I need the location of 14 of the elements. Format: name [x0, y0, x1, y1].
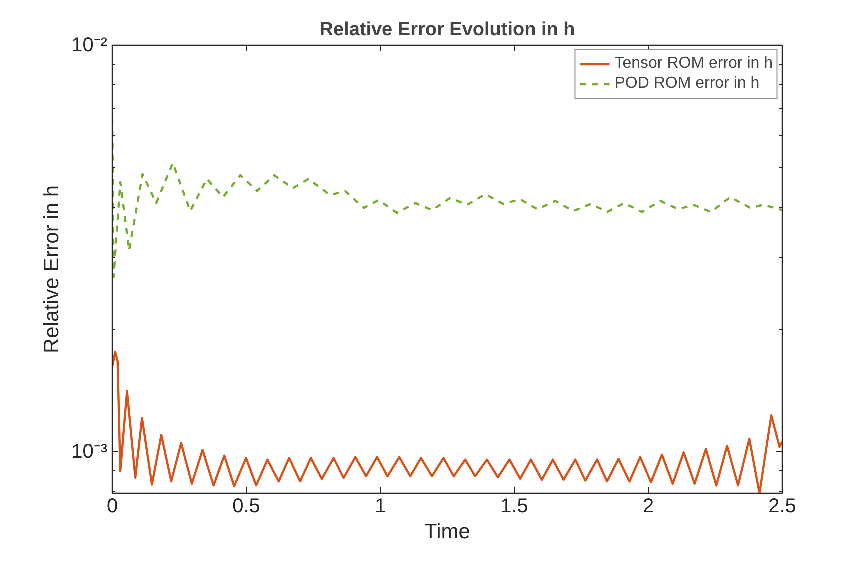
x-tick-label: 2 [642, 496, 654, 518]
x-tick-label: 0 [106, 496, 118, 518]
x-tick-label: 1 [374, 496, 386, 518]
x-tick-label: 1.5 [500, 496, 528, 518]
x-tick-label: 0.5 [232, 496, 260, 518]
y-axis-title: Relative Error in h [40, 185, 64, 354]
y-tick-label: 10⁻³ [72, 440, 108, 463]
x-axis-title: Time [424, 520, 470, 544]
legend-label: Tensor ROM error in h [614, 55, 773, 73]
x-tick-label: 2.5 [768, 496, 796, 518]
legend-label: POD ROM error in h [614, 75, 760, 93]
y-tick-label: 10⁻² [72, 34, 108, 56]
line-series [112, 118, 782, 278]
chart-title: Relative Error Evolution in h [320, 20, 576, 40]
